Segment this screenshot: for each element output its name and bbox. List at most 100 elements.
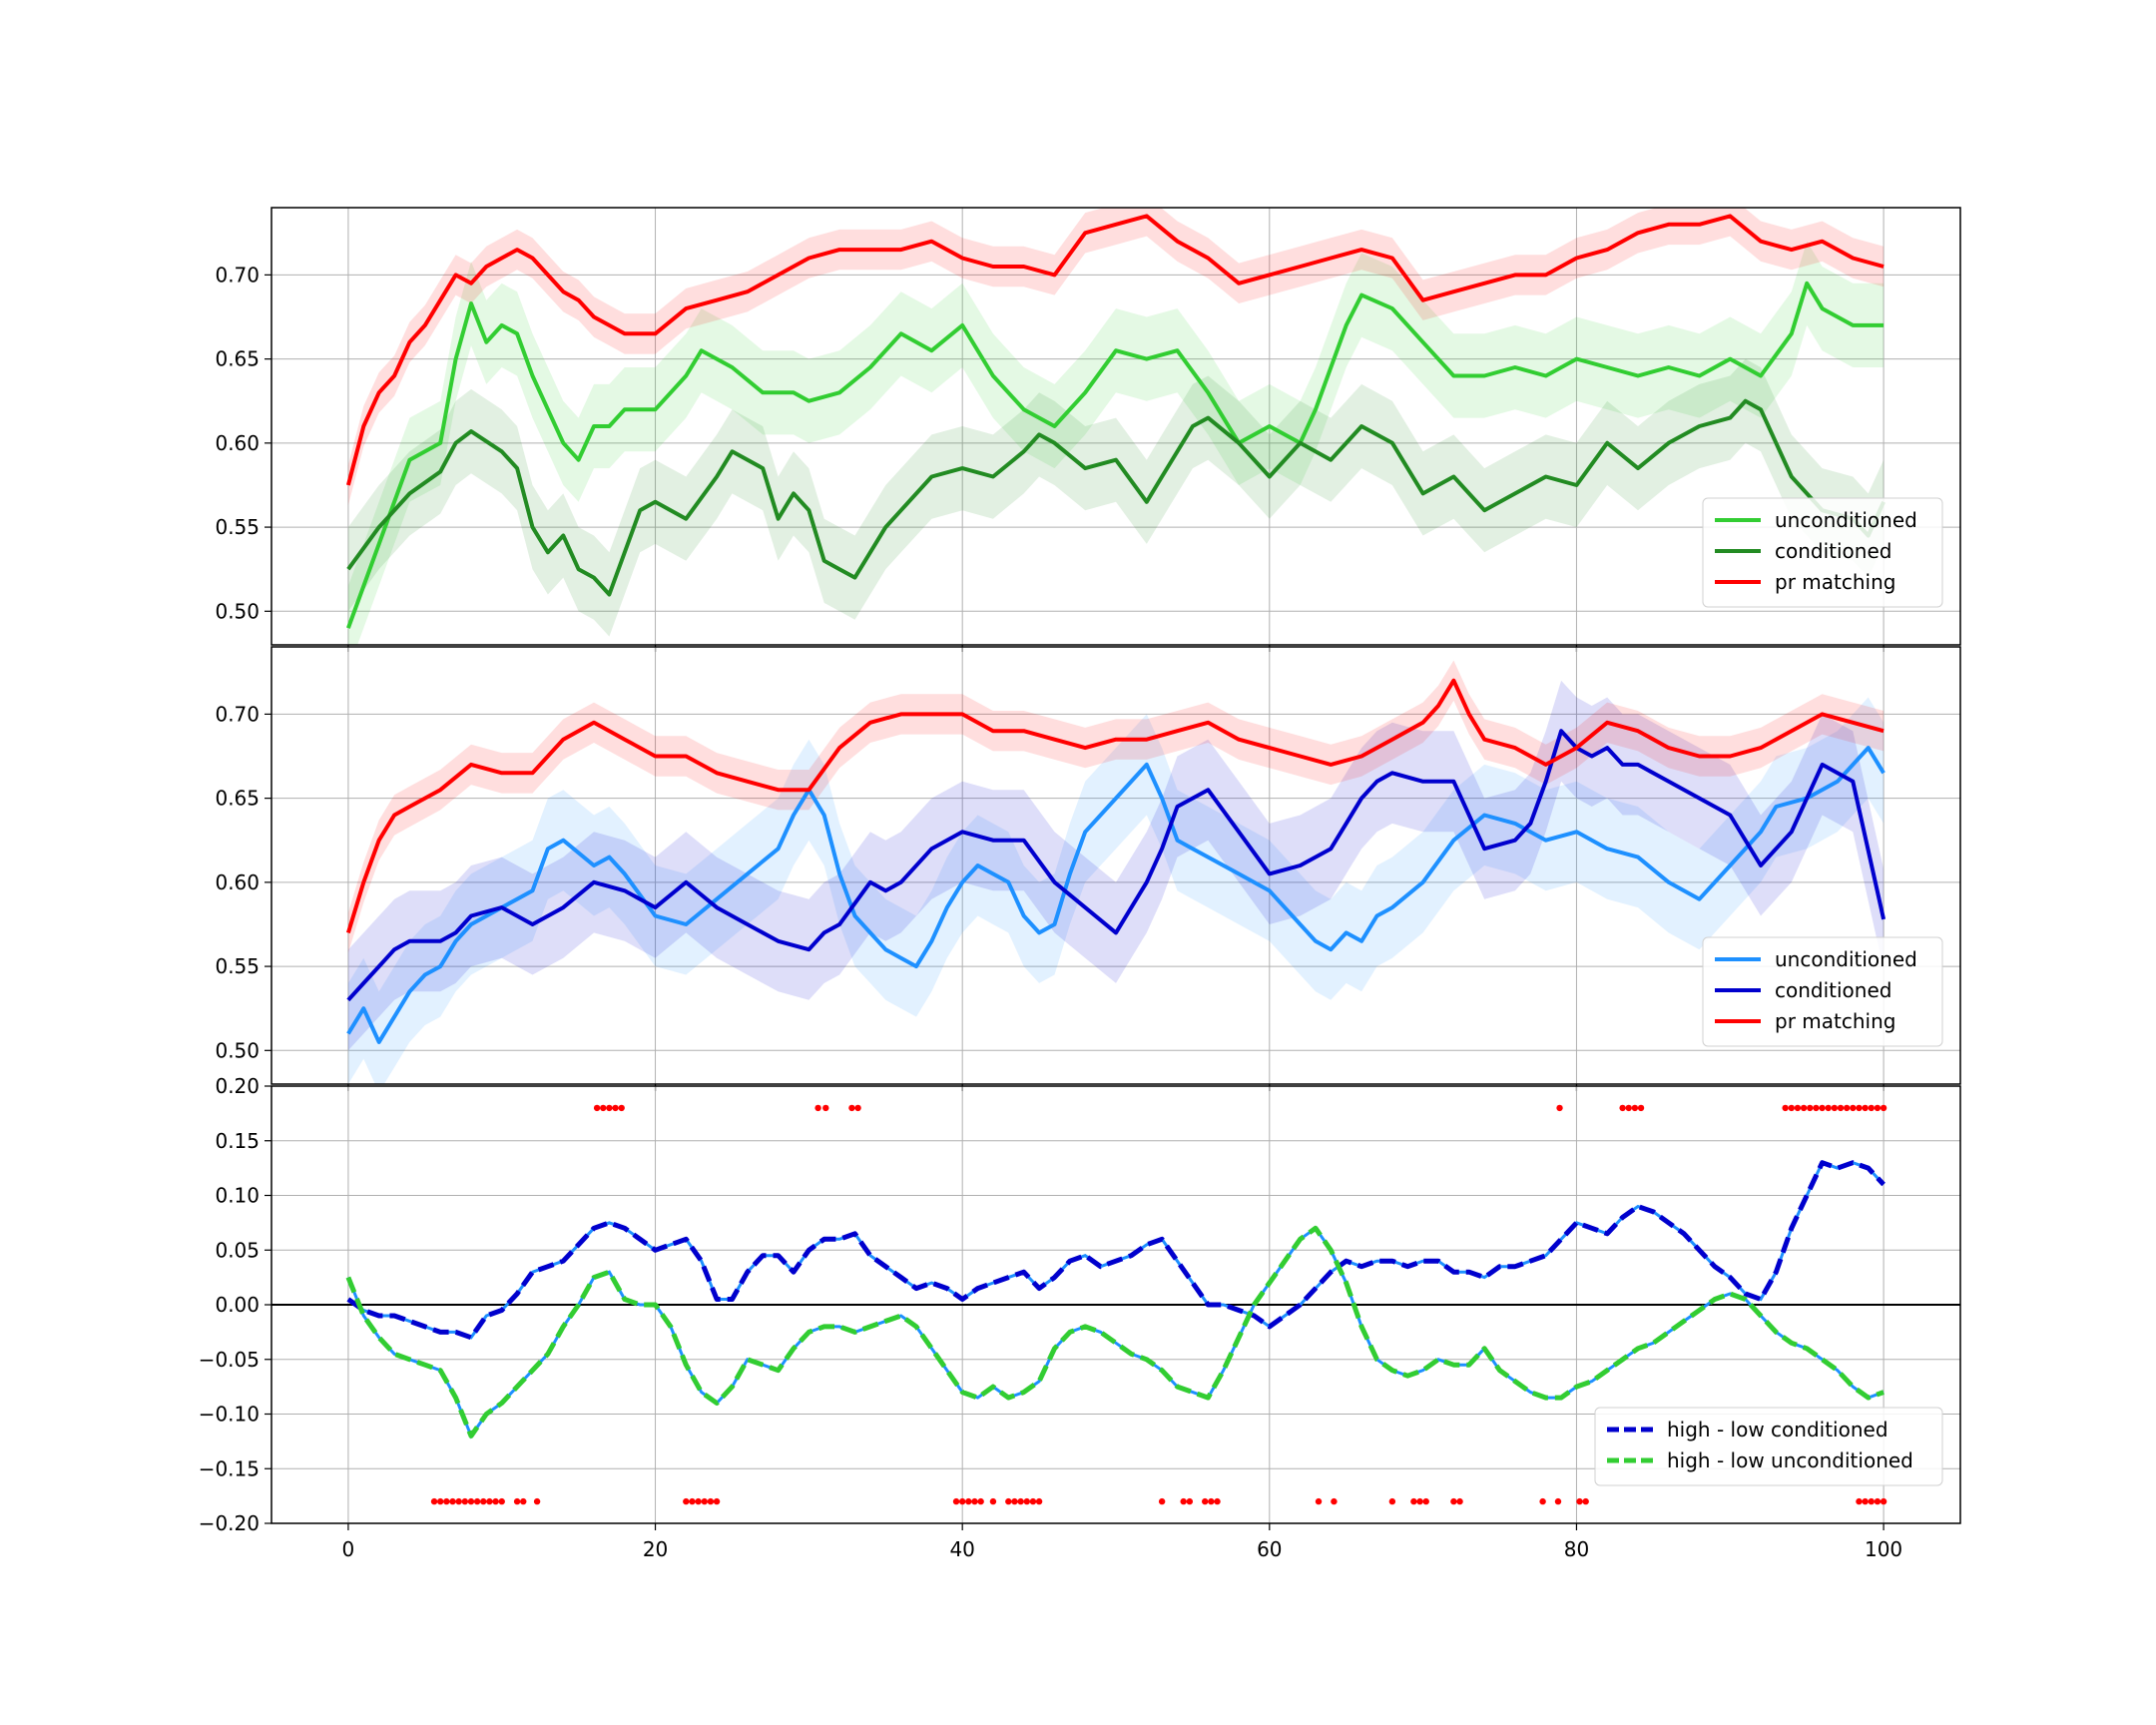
data-layer: [345, 208, 1886, 645]
legend-box: [1702, 936, 1943, 1047]
y-tick-label: 0.70: [215, 263, 260, 287]
y-tick-label: 0.50: [215, 599, 260, 623]
significance-dot: [1035, 1497, 1043, 1505]
legend-box: [1594, 1407, 1943, 1486]
significance-dot: [612, 1104, 619, 1112]
significance-dot: [1539, 1497, 1546, 1505]
significance-dot: [1208, 1497, 1215, 1505]
legend-label: high - low unconditioned: [1667, 1448, 1913, 1472]
significance-dot: [1631, 1104, 1639, 1112]
significance-dot: [695, 1497, 702, 1505]
significance-dot: [1874, 1104, 1882, 1112]
significance-dot: [1637, 1104, 1645, 1112]
x-tick-label: 100: [1865, 1537, 1902, 1561]
significance-dot: [1794, 1104, 1802, 1112]
significance-dot: [683, 1497, 690, 1505]
significance-dot: [1180, 1497, 1187, 1505]
significance-dot: [1880, 1497, 1887, 1505]
y-tick-label: −0.05: [199, 1348, 260, 1372]
significance-dot: [1788, 1104, 1796, 1112]
significance-dot: [606, 1104, 613, 1112]
significance-dot: [1825, 1104, 1832, 1112]
x-tick-label: 80: [1564, 1537, 1589, 1561]
x-tick-label: 0: [342, 1537, 355, 1561]
data-layer: [345, 660, 1886, 1084]
y-tick-label: 0.50: [215, 1038, 260, 1062]
significance-dot: [1862, 1497, 1869, 1505]
significance-dot: [1029, 1497, 1037, 1505]
significance-dot: [1856, 1104, 1863, 1112]
significance-dot: [600, 1104, 607, 1112]
significance-dot: [1782, 1104, 1789, 1112]
significance-dot: [618, 1104, 625, 1112]
significance-dot: [965, 1497, 972, 1505]
significance-dot: [1874, 1497, 1882, 1505]
significance-dot: [1619, 1104, 1626, 1112]
x-tick-label: 60: [1257, 1537, 1282, 1561]
series-line: [345, 1225, 1885, 1438]
significance-dot: [971, 1497, 978, 1505]
confidence-band: [347, 697, 1885, 1084]
legend: high - low conditioned high - low uncondi…: [1594, 1407, 1943, 1486]
y-tick-label: 0.55: [215, 515, 260, 539]
legend-label: conditioned: [1775, 978, 1891, 1002]
significance-dot: [486, 1497, 493, 1505]
significance-dot: [1410, 1497, 1417, 1505]
significance-dot: [958, 1497, 966, 1505]
significance-dot: [1807, 1104, 1814, 1112]
x-tick-label: 40: [949, 1537, 974, 1561]
panel-2: 0.50 0.55 0.60 0.65 0.70 unconditioned conditi…: [215, 646, 1961, 1091]
confidence-band: [347, 358, 1885, 637]
significance-dot: [492, 1497, 499, 1505]
significance-dot: [1005, 1497, 1012, 1505]
significance-dot: [533, 1497, 541, 1505]
significance-dot: [1011, 1497, 1018, 1505]
significance-dot: [1388, 1497, 1396, 1505]
significance-dot: [498, 1497, 505, 1505]
significance-dot: [443, 1497, 450, 1505]
confidence-band: [347, 680, 1885, 1051]
significance-dot: [467, 1497, 475, 1505]
legend-label: high - low conditioned: [1667, 1418, 1888, 1441]
significance-dot: [1158, 1497, 1166, 1505]
significance-dot: [1331, 1497, 1338, 1505]
significance-dot: [437, 1497, 444, 1505]
significance-dot: [593, 1104, 601, 1112]
significance-dot: [1813, 1104, 1820, 1112]
significance-dot: [480, 1497, 487, 1505]
legend-label: unconditioned: [1775, 508, 1917, 532]
significance-dot: [1819, 1104, 1826, 1112]
y-tick-label: 0.60: [215, 870, 260, 894]
series-line: [346, 746, 1886, 1044]
significance-dot: [1837, 1104, 1845, 1112]
axes-frame: [270, 207, 1961, 646]
significance-dot: [1186, 1497, 1194, 1505]
significance-dot: [1017, 1497, 1024, 1505]
significance-dot: [1554, 1497, 1562, 1505]
significance-dot: [1625, 1104, 1632, 1112]
significance-dot: [1576, 1497, 1583, 1505]
series-line: [346, 281, 1885, 629]
significance-dot: [1315, 1497, 1323, 1505]
axes-frame: [270, 646, 1961, 1085]
legend-label: pr matching: [1775, 570, 1895, 594]
significance-dot: [1582, 1497, 1589, 1505]
significance-dot: [814, 1104, 821, 1112]
legend-label: pr matching: [1775, 1009, 1895, 1033]
significance-dot: [1868, 1497, 1875, 1505]
y-tick-label: 0.65: [215, 787, 260, 811]
significance-dot: [461, 1497, 469, 1505]
y-tick-label: 0.05: [215, 1238, 260, 1262]
significance-dot: [1880, 1104, 1887, 1112]
significance-dot: [977, 1497, 984, 1505]
significance-dot: [701, 1497, 708, 1505]
y-tick-label: −0.10: [199, 1403, 260, 1427]
legend-label: conditioned: [1775, 539, 1891, 563]
significance-dot: [1422, 1497, 1429, 1505]
significance-dot: [1556, 1104, 1563, 1112]
series-line: [346, 398, 1886, 597]
significance-dot: [713, 1497, 721, 1505]
significance-dot: [822, 1104, 829, 1112]
x-tick-label: 20: [643, 1537, 668, 1561]
